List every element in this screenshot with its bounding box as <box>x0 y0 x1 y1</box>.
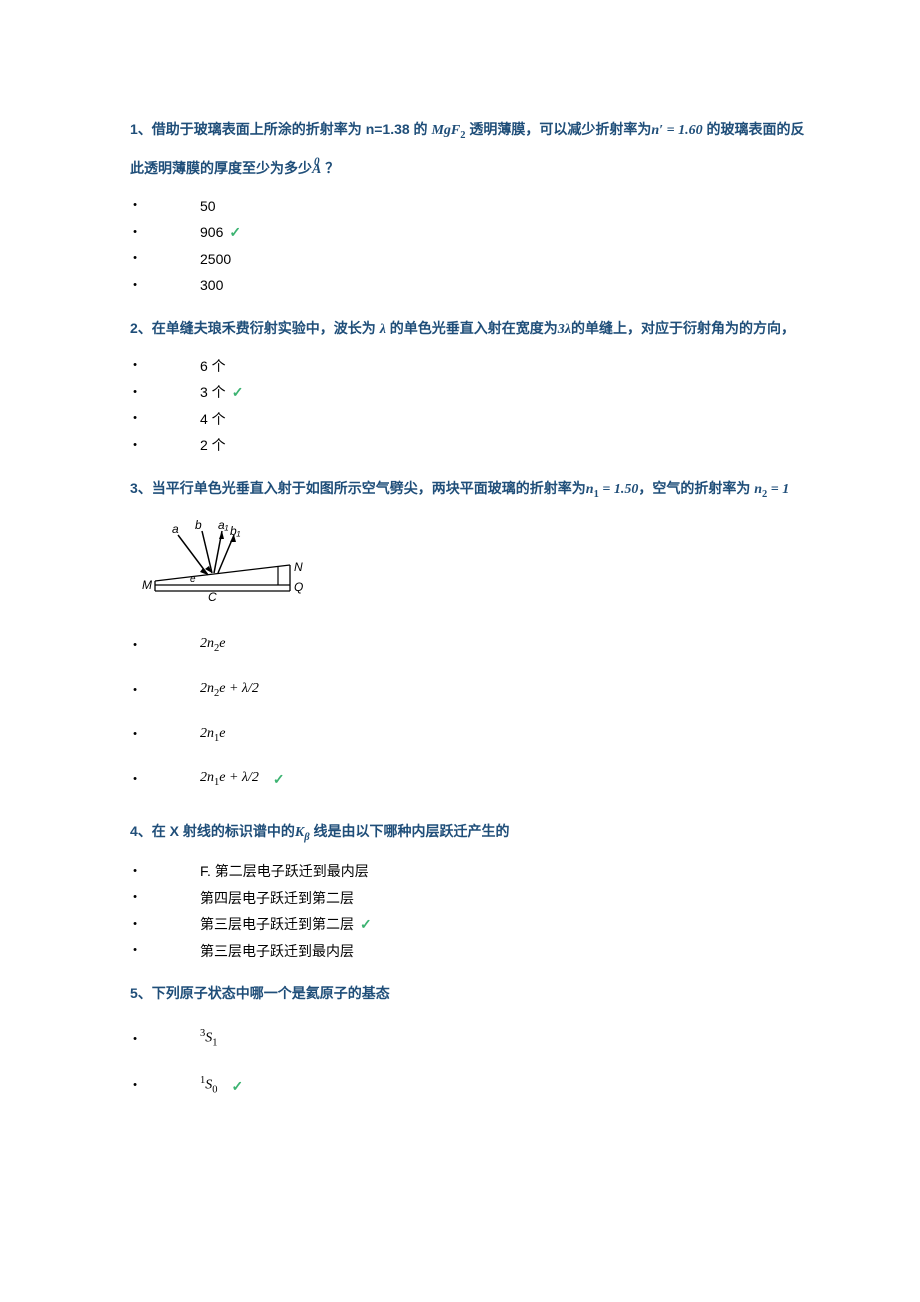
q3-options: • 2n2e • 2n2e + λ/2 • 2n1e • 2n1e + λ/2 ✓ <box>130 623 920 801</box>
q3-opt-c-text: 2n1e <box>200 723 225 748</box>
question-3-text: 3、当平行单色光垂直入射于如图所示空气劈尖，两块平面玻璃的折射率为n1 = 1.… <box>130 477 920 504</box>
q2-option-a[interactable]: •6 个 <box>130 353 920 379</box>
q3-num: 3 <box>130 480 138 496</box>
bullet-icon: • <box>130 277 140 295</box>
q1-options: •50 •906✓ •2500 •300 <box>130 193 920 299</box>
q3-opt-d-text: 2n1e + λ/2 <box>200 767 259 792</box>
q5-num: 5 <box>130 985 138 1001</box>
q1-nprime: n′ = 1.60 <box>651 123 702 138</box>
check-icon: ✓ <box>360 913 372 935</box>
bullet-icon: • <box>130 726 140 744</box>
label-b: b <box>195 518 202 532</box>
bullet-icon: • <box>130 410 140 428</box>
q2-option-c[interactable]: •4 个 <box>130 406 920 432</box>
bullet-icon: • <box>130 889 140 907</box>
bullet-icon: • <box>130 942 140 960</box>
q4-options: •F. 第二层电子跃迁到最内层 •第四层电子跃迁到第二层 •第三层电子跃迁到第二… <box>130 858 920 964</box>
q4-num: 4 <box>130 823 138 839</box>
question-2-text: 2、在单缝夫琅禾费衍射实验中，波长为 λ 的单色光垂直入射在宽度为3λ的单缝上，… <box>130 317 920 341</box>
q1-option-d[interactable]: •300 <box>130 272 920 298</box>
label-b1: b₁ <box>230 524 241 538</box>
label-Q: Q <box>294 580 303 594</box>
label-M: M <box>142 578 152 592</box>
q3-n2: n2 = 1 <box>754 482 789 497</box>
label-N: N <box>294 560 303 574</box>
bullet-icon: • <box>130 637 140 655</box>
q5-option-b[interactable]: • 1S0 ✓ <box>130 1063 920 1109</box>
bullet-icon: • <box>130 384 140 402</box>
q3-option-c[interactable]: • 2n1e <box>130 713 920 758</box>
bullet-icon: • <box>130 197 140 215</box>
label-a: a <box>172 522 179 536</box>
q3-diagram: a b a₁ b₁ M N Q C e <box>140 517 920 613</box>
q2-options: •6 个 •3 个✓ •4 个 •2 个 <box>130 353 920 459</box>
question-1-line2: 此透明薄膜的厚度至少为多少0A ？ <box>130 157 920 181</box>
q4-option-d[interactable]: •第三层电子跃迁到最内层 <box>130 938 920 964</box>
q1-option-c[interactable]: •2500 <box>130 246 920 272</box>
check-icon: ✓ <box>273 768 285 790</box>
q1-num: 1 <box>130 121 138 137</box>
label-C: C <box>208 590 217 604</box>
bullet-icon: • <box>130 863 140 881</box>
q5-opt-b-text: 1S0 <box>200 1073 218 1099</box>
q4-option-c[interactable]: •第三层电子跃迁到第二层✓ <box>130 911 920 937</box>
q5-options: • 3S1 • 1S0 ✓ <box>130 1016 920 1109</box>
bullet-icon: • <box>130 437 140 455</box>
q1-mgf2: MgF2 <box>431 123 465 138</box>
bullet-icon: • <box>130 250 140 268</box>
q4-option-b[interactable]: •第四层电子跃迁到第二层 <box>130 885 920 911</box>
q5-opt-a-text: 3S1 <box>200 1026 218 1052</box>
check-icon: ✓ <box>232 1075 244 1097</box>
q2-option-b[interactable]: •3 个✓ <box>130 379 920 405</box>
angstrom-icon: 0A <box>312 162 321 177</box>
bullet-icon: • <box>130 771 140 789</box>
bullet-icon: • <box>130 1031 140 1049</box>
q1-n: n=1.38 <box>366 121 410 137</box>
bullet-icon: • <box>130 916 140 934</box>
bullet-icon: • <box>130 1077 140 1095</box>
check-icon: ✓ <box>229 221 241 243</box>
bullet-icon: • <box>130 357 140 375</box>
kbeta-icon: Kβ <box>295 825 310 840</box>
svg-text:e: e <box>190 574 196 585</box>
q1-option-a[interactable]: •50 <box>130 193 920 219</box>
q5-option-a[interactable]: • 3S1 <box>130 1016 920 1062</box>
q3-opt-a-text: 2n2e <box>200 633 225 658</box>
label-a1: a₁ <box>218 518 229 532</box>
q2-option-d[interactable]: •2 个 <box>130 432 920 458</box>
q3-n1: n1 = 1.50 <box>586 482 639 497</box>
check-icon: ✓ <box>232 381 244 403</box>
question-5-text: 5、下列原子状态中哪一个是氦原子的基态 <box>130 982 920 1004</box>
q4-option-a[interactable]: •F. 第二层电子跃迁到最内层 <box>130 858 920 884</box>
question-1-text: 1、借助于玻璃表面上所涂的折射率为 n=1.38 的 MgF2 透明薄膜，可以减… <box>130 118 920 145</box>
q3-option-b[interactable]: • 2n2e + λ/2 <box>130 668 920 713</box>
bullet-icon: • <box>130 224 140 242</box>
bullet-icon: • <box>130 682 140 700</box>
q3-opt-b-text: 2n2e + λ/2 <box>200 678 259 703</box>
question-4-text: 4、在 X 射线的标识谱中的Kβ 线是由以下哪种内层跃迁产生的 <box>130 820 920 847</box>
q1-option-b[interactable]: •906✓ <box>130 219 920 245</box>
q3-option-d[interactable]: • 2n1e + λ/2 ✓ <box>130 757 920 802</box>
q2-num: 2 <box>130 320 138 336</box>
lambda3-icon: 3λ <box>558 322 571 337</box>
q3-option-a[interactable]: • 2n2e <box>130 623 920 668</box>
